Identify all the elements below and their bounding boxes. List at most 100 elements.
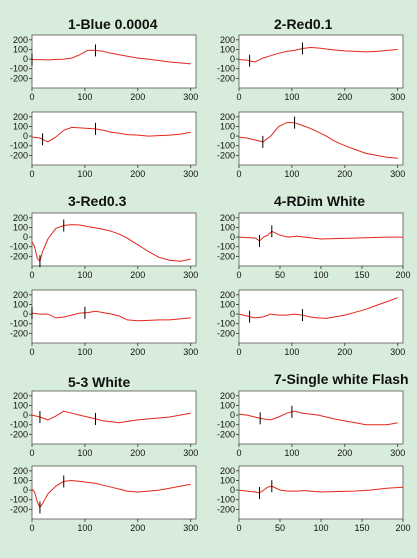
- y-tick-label: -100: [10, 242, 28, 252]
- y-tick-label: 100: [13, 222, 28, 232]
- y-tick-label: 200: [13, 391, 28, 401]
- trace-line: [31, 224, 191, 263]
- x-tick-label: 150: [354, 270, 369, 280]
- panel-title-2: 2-Red0.1: [274, 16, 333, 32]
- y-tick-label: 100: [13, 400, 28, 410]
- trace-line: [238, 46, 398, 63]
- x-tick-label: 100: [313, 523, 328, 533]
- y-tick-label: 200: [220, 112, 235, 122]
- y-tick-label: -100: [10, 319, 28, 329]
- plot-area: [31, 289, 197, 344]
- y-tick-label: 100: [220, 121, 235, 131]
- y-tick-label: 200: [13, 290, 28, 300]
- y-tick-label: 100: [220, 299, 235, 309]
- x-tick-label: 300: [390, 169, 405, 179]
- y-tick-label: 200: [220, 290, 235, 300]
- y-tick-label: -200: [10, 150, 28, 160]
- y-tick-label: 100: [13, 44, 28, 54]
- y-tick-label: 0: [23, 410, 28, 420]
- y-tick-label: -100: [217, 319, 235, 329]
- y-tick-label: 0: [23, 131, 28, 141]
- plot-area: [238, 111, 404, 166]
- x-tick-label: 0: [29, 523, 34, 533]
- y-tick-label: -200: [10, 504, 28, 514]
- y-tick-label: 0: [23, 54, 28, 64]
- x-tick-label: 200: [130, 92, 145, 102]
- x-tick-label: 100: [284, 448, 299, 458]
- y-tick-label: 0: [230, 131, 235, 141]
- plot-area: [31, 390, 197, 445]
- x-tick-label: 0: [236, 448, 241, 458]
- x-tick-label: 0: [29, 92, 34, 102]
- y-tick-label: 0: [230, 485, 235, 495]
- panel-title-1: 1-Blue 0.0004: [68, 16, 158, 32]
- x-tick-label: 300: [183, 169, 198, 179]
- x-tick-label: 50: [275, 270, 285, 280]
- plot-area: [238, 289, 404, 344]
- y-tick-label: -100: [10, 141, 28, 151]
- y-tick-label: -200: [217, 429, 235, 439]
- x-tick-label: 100: [77, 169, 92, 179]
- x-tick-label: 100: [77, 270, 92, 280]
- x-tick-label: 200: [130, 270, 145, 280]
- y-tick-label: -200: [10, 251, 28, 261]
- x-tick-label: 300: [390, 448, 405, 458]
- y-tick-label: -100: [217, 242, 235, 252]
- y-tick-label: 200: [220, 35, 235, 45]
- y-tick-label: -100: [10, 420, 28, 430]
- trace-line: [31, 410, 191, 424]
- y-tick-label: 100: [13, 299, 28, 309]
- y-tick-label: 100: [13, 121, 28, 131]
- y-tick-label: -100: [217, 495, 235, 505]
- x-tick-label: 0: [236, 270, 241, 280]
- plot-area: [31, 111, 197, 166]
- panel-title-4: 4-RDim White: [274, 193, 365, 209]
- x-tick-label: 0: [236, 169, 241, 179]
- panel-title-5: 5-3 White: [68, 374, 131, 390]
- y-tick-label: -200: [10, 73, 28, 83]
- x-tick-label: 150: [354, 523, 369, 533]
- trace-line: [238, 485, 404, 494]
- panel-title-6: 7-Single white Flash: [274, 371, 409, 387]
- y-tick-label: 100: [220, 475, 235, 485]
- y-tick-label: 0: [23, 309, 28, 319]
- y-tick-label: 200: [220, 213, 235, 223]
- y-tick-label: 0: [23, 485, 28, 495]
- y-tick-label: 0: [230, 410, 235, 420]
- y-tick-label: -200: [10, 429, 28, 439]
- x-tick-label: 300: [183, 448, 198, 458]
- x-tick-label: 200: [130, 523, 145, 533]
- x-tick-label: 100: [284, 92, 299, 102]
- panel-title-3: 3-Red0.3: [68, 193, 127, 209]
- trace-line: [238, 230, 403, 242]
- x-tick-label: 100: [284, 169, 299, 179]
- x-tick-label: 300: [183, 92, 198, 102]
- x-tick-label: 100: [313, 270, 328, 280]
- y-tick-label: 100: [13, 475, 28, 485]
- y-tick-label: -100: [217, 64, 235, 74]
- x-tick-label: 100: [77, 92, 92, 102]
- y-tick-label: 0: [230, 309, 235, 319]
- x-tick-label: 50: [275, 523, 285, 533]
- y-tick-label: 200: [220, 466, 235, 476]
- x-tick-label: 200: [130, 347, 145, 357]
- x-tick-label: 200: [337, 448, 352, 458]
- x-tick-label: 200: [337, 347, 352, 357]
- x-tick-label: 100: [77, 347, 92, 357]
- trace-line: [238, 410, 398, 426]
- plot-area: [31, 34, 197, 89]
- trace-line: [31, 310, 191, 322]
- y-tick-label: -100: [10, 64, 28, 74]
